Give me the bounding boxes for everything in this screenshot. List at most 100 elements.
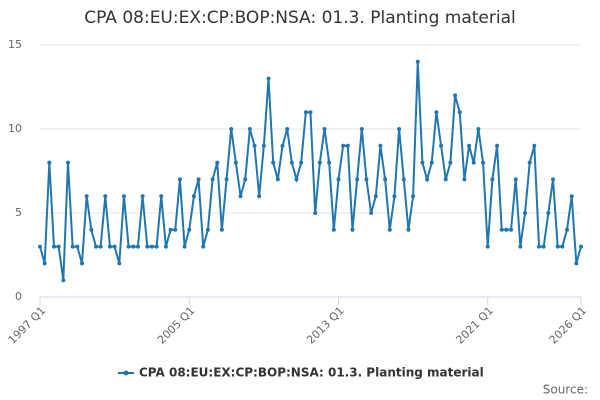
point [308, 110, 313, 115]
point [224, 177, 229, 182]
point [89, 227, 94, 232]
point [196, 177, 201, 182]
point [84, 194, 89, 199]
x-tick-label: 2013 Q1 [304, 304, 347, 347]
point [42, 261, 47, 266]
point [51, 244, 56, 249]
point [471, 160, 476, 165]
point [518, 244, 523, 249]
point [513, 177, 518, 182]
point [476, 127, 481, 131]
point [252, 143, 257, 148]
point [425, 177, 430, 182]
legend-label: CPA 08:EU:EX:CP:BOP:NSA: 01.3. Planting … [139, 366, 484, 380]
point [359, 127, 364, 131]
point [345, 143, 350, 148]
point [107, 244, 112, 249]
point [201, 244, 206, 249]
point [397, 127, 402, 131]
point [112, 244, 117, 249]
point [303, 110, 308, 115]
point [411, 194, 416, 199]
point [229, 127, 234, 131]
source: Source: [543, 383, 588, 397]
point [247, 127, 252, 131]
point [322, 127, 327, 131]
point [331, 227, 336, 232]
x-tick-label: 1997 Q1 [6, 304, 49, 347]
point [75, 244, 80, 249]
point [569, 194, 574, 199]
point [537, 244, 542, 249]
point [219, 227, 224, 232]
point [336, 177, 341, 182]
point [47, 160, 52, 165]
point [280, 143, 285, 148]
point [355, 177, 360, 182]
x-tick-label: 2005 Q1 [155, 304, 198, 347]
point [546, 211, 551, 215]
point [551, 177, 556, 182]
point [490, 177, 495, 182]
point [285, 127, 290, 131]
chart-title: CPA 08:EU:EX:CP:BOP:NSA: 01.3. Planting … [84, 8, 515, 28]
point [79, 261, 84, 266]
point [434, 110, 439, 115]
point [126, 244, 131, 249]
point [453, 93, 458, 98]
point [56, 244, 61, 249]
point [401, 177, 406, 182]
point [163, 244, 168, 249]
point [177, 177, 182, 182]
point [299, 160, 304, 165]
point [135, 244, 140, 249]
point [392, 194, 397, 199]
point [140, 194, 145, 199]
point [499, 227, 504, 232]
point [429, 160, 434, 165]
point [168, 227, 173, 232]
point [462, 177, 467, 182]
point [378, 143, 383, 148]
point [481, 160, 486, 165]
point [271, 160, 276, 165]
point [485, 244, 490, 249]
point [257, 194, 262, 199]
point [121, 194, 126, 199]
point [98, 244, 103, 249]
point [275, 177, 280, 182]
x-tick-label: 2021 Q1 [453, 304, 496, 347]
point [313, 211, 318, 215]
point [406, 227, 411, 232]
point [131, 244, 136, 249]
point [103, 194, 108, 199]
point [509, 227, 514, 232]
point [173, 227, 178, 232]
point [467, 143, 472, 148]
point [504, 227, 509, 232]
point [38, 244, 42, 249]
point [420, 160, 425, 165]
y-tick-label: 15 [8, 38, 22, 51]
point [243, 177, 248, 182]
y-tick-label: 10 [8, 122, 22, 135]
point [145, 244, 150, 249]
point [65, 160, 70, 165]
point [369, 211, 374, 215]
point [154, 244, 159, 249]
point [159, 194, 164, 199]
point [574, 261, 579, 266]
y-tick-label: 5 [15, 206, 22, 219]
point [415, 59, 420, 64]
point [261, 143, 266, 148]
point [61, 278, 66, 283]
point [532, 143, 537, 148]
point [182, 244, 187, 249]
x-tick-label: 2026 Q1 [547, 304, 590, 347]
point [439, 143, 444, 148]
point [294, 177, 299, 182]
point [579, 244, 583, 249]
point [191, 194, 196, 199]
point [266, 76, 271, 81]
